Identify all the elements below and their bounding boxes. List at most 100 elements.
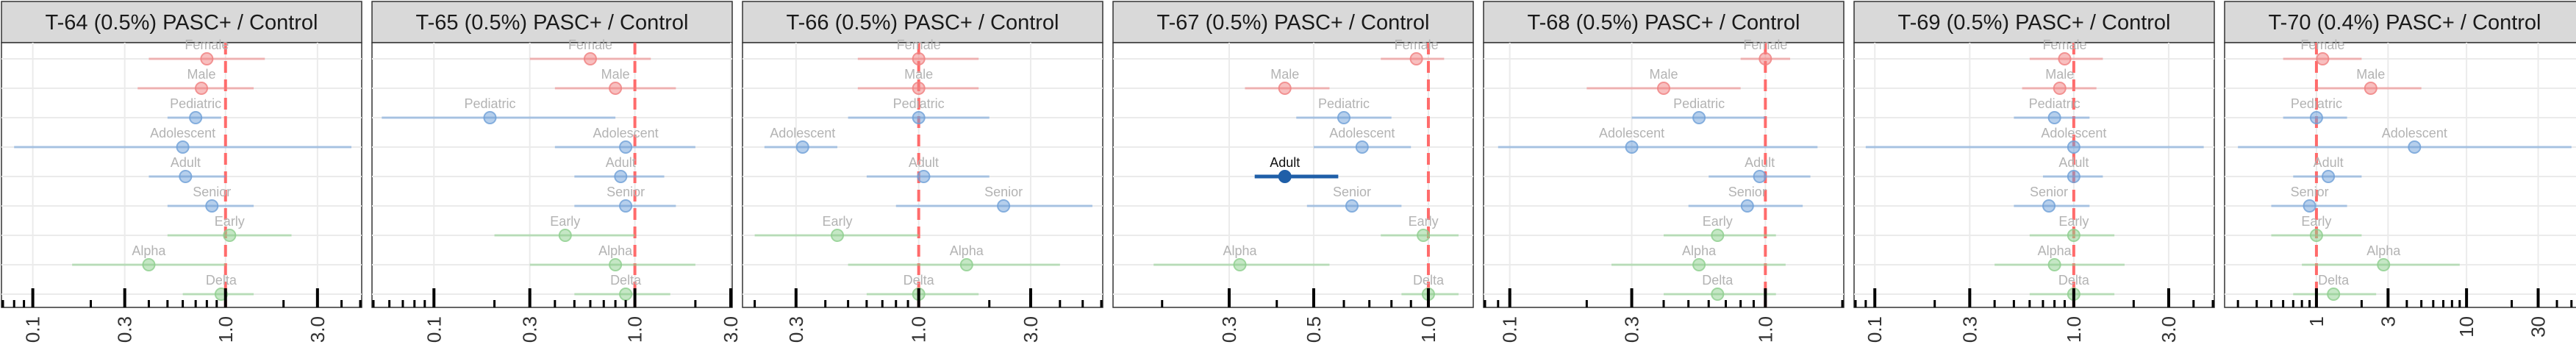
panel-strip	[742, 1, 1103, 43]
point-estimate	[619, 288, 633, 301]
x-tick-label: 1.0	[215, 316, 237, 343]
point-label: Delta	[610, 273, 642, 288]
point-estimate	[1355, 140, 1369, 154]
plot-area	[2224, 42, 2576, 308]
x-tick-label: 3.0	[1020, 316, 1042, 343]
point-label: Female	[1743, 38, 1787, 52]
point-estimate	[619, 140, 633, 154]
point-estimate	[2067, 229, 2081, 242]
point-label: Senior	[607, 185, 645, 199]
point-label: Female	[1395, 38, 1439, 52]
point-label: Delta	[2058, 273, 2090, 288]
panel-strip	[371, 1, 733, 43]
point-label: Adult	[1270, 155, 1300, 170]
point-label: Adolescent	[2382, 126, 2447, 140]
x-tick-label: 0.3	[1958, 316, 1981, 343]
point-label: Early	[2301, 214, 2331, 229]
point-label: Senior	[2291, 185, 2329, 199]
point-estimate	[1233, 258, 1247, 271]
panel-title: T-69 (0.5%) PASC+ / Control	[1898, 11, 2171, 35]
point-label: Adolescent	[593, 126, 659, 140]
point-estimate	[2408, 140, 2422, 154]
point-estimate	[558, 229, 572, 242]
panel-strip	[1112, 1, 1474, 43]
x-tick-label: 3	[2377, 316, 2399, 327]
x-tick-label: 0.3	[114, 316, 136, 343]
point-label: Delta	[1413, 273, 1445, 288]
point-estimate	[1692, 258, 1706, 271]
point-estimate	[609, 258, 623, 271]
x-tick-label: 0.3	[519, 316, 541, 343]
point-label: Male	[2045, 67, 2074, 82]
point-estimate	[142, 258, 156, 271]
point-estimate	[200, 52, 214, 65]
point-label: Senior	[1728, 185, 1767, 199]
point-estimate	[912, 111, 926, 124]
point-label: Female	[2042, 38, 2086, 52]
point-label: Alpha	[132, 243, 166, 258]
point-estimate	[1409, 52, 1423, 65]
point-estimate	[959, 258, 973, 271]
x-tick-label: 3.0	[307, 316, 329, 343]
point-label: Adult	[909, 155, 939, 170]
point-label: Male	[1649, 67, 1678, 82]
point-estimate	[2377, 258, 2391, 271]
point-estimate	[2322, 170, 2336, 183]
x-tick-label: 1.0	[2063, 316, 2085, 343]
point-label: Pediatric	[464, 96, 515, 111]
point-estimate	[619, 199, 633, 213]
forest-panel-5: T-68 (0.5%) PASC+ / Control Female Male Ped…	[1483, 1, 1845, 343]
point-estimate	[2327, 288, 2341, 301]
point-estimate	[609, 82, 623, 95]
panel-title: T-64 (0.5%) PASC+ / Control	[46, 11, 318, 35]
point-estimate	[1278, 82, 1292, 95]
point-label: Adolescent	[1329, 126, 1395, 140]
point-estimate	[223, 229, 237, 242]
point-label: Adult	[171, 155, 201, 170]
panel-title: T-66 (0.5%) PASC+ / Control	[787, 11, 1059, 35]
x-tick-label: 0.3	[1218, 316, 1240, 343]
point-label: Pediatric	[893, 96, 945, 111]
point-estimate	[1753, 170, 1767, 183]
x-tick-label: 3.0	[720, 316, 742, 343]
point-estimate	[2309, 111, 2323, 124]
point-label: Early	[550, 214, 580, 229]
point-estimate	[2316, 52, 2330, 65]
point-estimate	[1692, 111, 1706, 124]
point-label: Female	[185, 38, 229, 52]
point-estimate	[1657, 82, 1670, 95]
point-estimate	[2067, 170, 2081, 183]
point-estimate	[917, 170, 931, 183]
point-label: Senior	[1333, 185, 1371, 199]
forest-panel-4: T-67 (0.5%) PASC+ / Control Female Male Ped…	[1112, 1, 1474, 343]
point-label: Early	[1409, 214, 1439, 229]
point-label: Delta	[206, 273, 237, 288]
point-label: Alpha	[1682, 243, 1717, 258]
x-tick-label: 0.1	[423, 316, 445, 343]
forest-panel-3: T-66 (0.5%) PASC+ / Control Female Male Ped…	[742, 1, 1103, 343]
x-tick-label: 10	[2455, 316, 2477, 338]
x-tick-label: 1.0	[908, 316, 930, 343]
point-label: Male	[904, 67, 933, 82]
point-estimate	[614, 170, 628, 183]
point-estimate	[179, 170, 193, 183]
point-estimate	[1625, 140, 1639, 154]
panel-title: T-68 (0.5%) PASC+ / Control	[1528, 11, 1800, 35]
point-label: Adolescent	[1599, 126, 1664, 140]
point-estimate	[1711, 288, 1725, 301]
x-tick-label: 30	[2527, 316, 2550, 338]
point-estimate	[2053, 82, 2067, 95]
point-estimate	[2303, 199, 2316, 213]
point-estimate	[1345, 199, 1359, 213]
point-estimate	[830, 229, 844, 242]
point-estimate	[1759, 52, 1772, 65]
point-label: Alpha	[1223, 243, 1257, 258]
forest-panel-1: T-64 (0.5%) PASC+ / Control Female Male Ped…	[1, 1, 362, 343]
point-estimate	[176, 140, 190, 154]
plot-area	[371, 42, 733, 308]
forest-panel-7: T-70 (0.4%) PASC+ / Control Female Male Ped…	[2224, 1, 2576, 338]
point-label: Pediatric	[2029, 96, 2081, 111]
point-label: Adult	[2314, 155, 2344, 170]
x-tick-label: 0.3	[785, 316, 807, 343]
